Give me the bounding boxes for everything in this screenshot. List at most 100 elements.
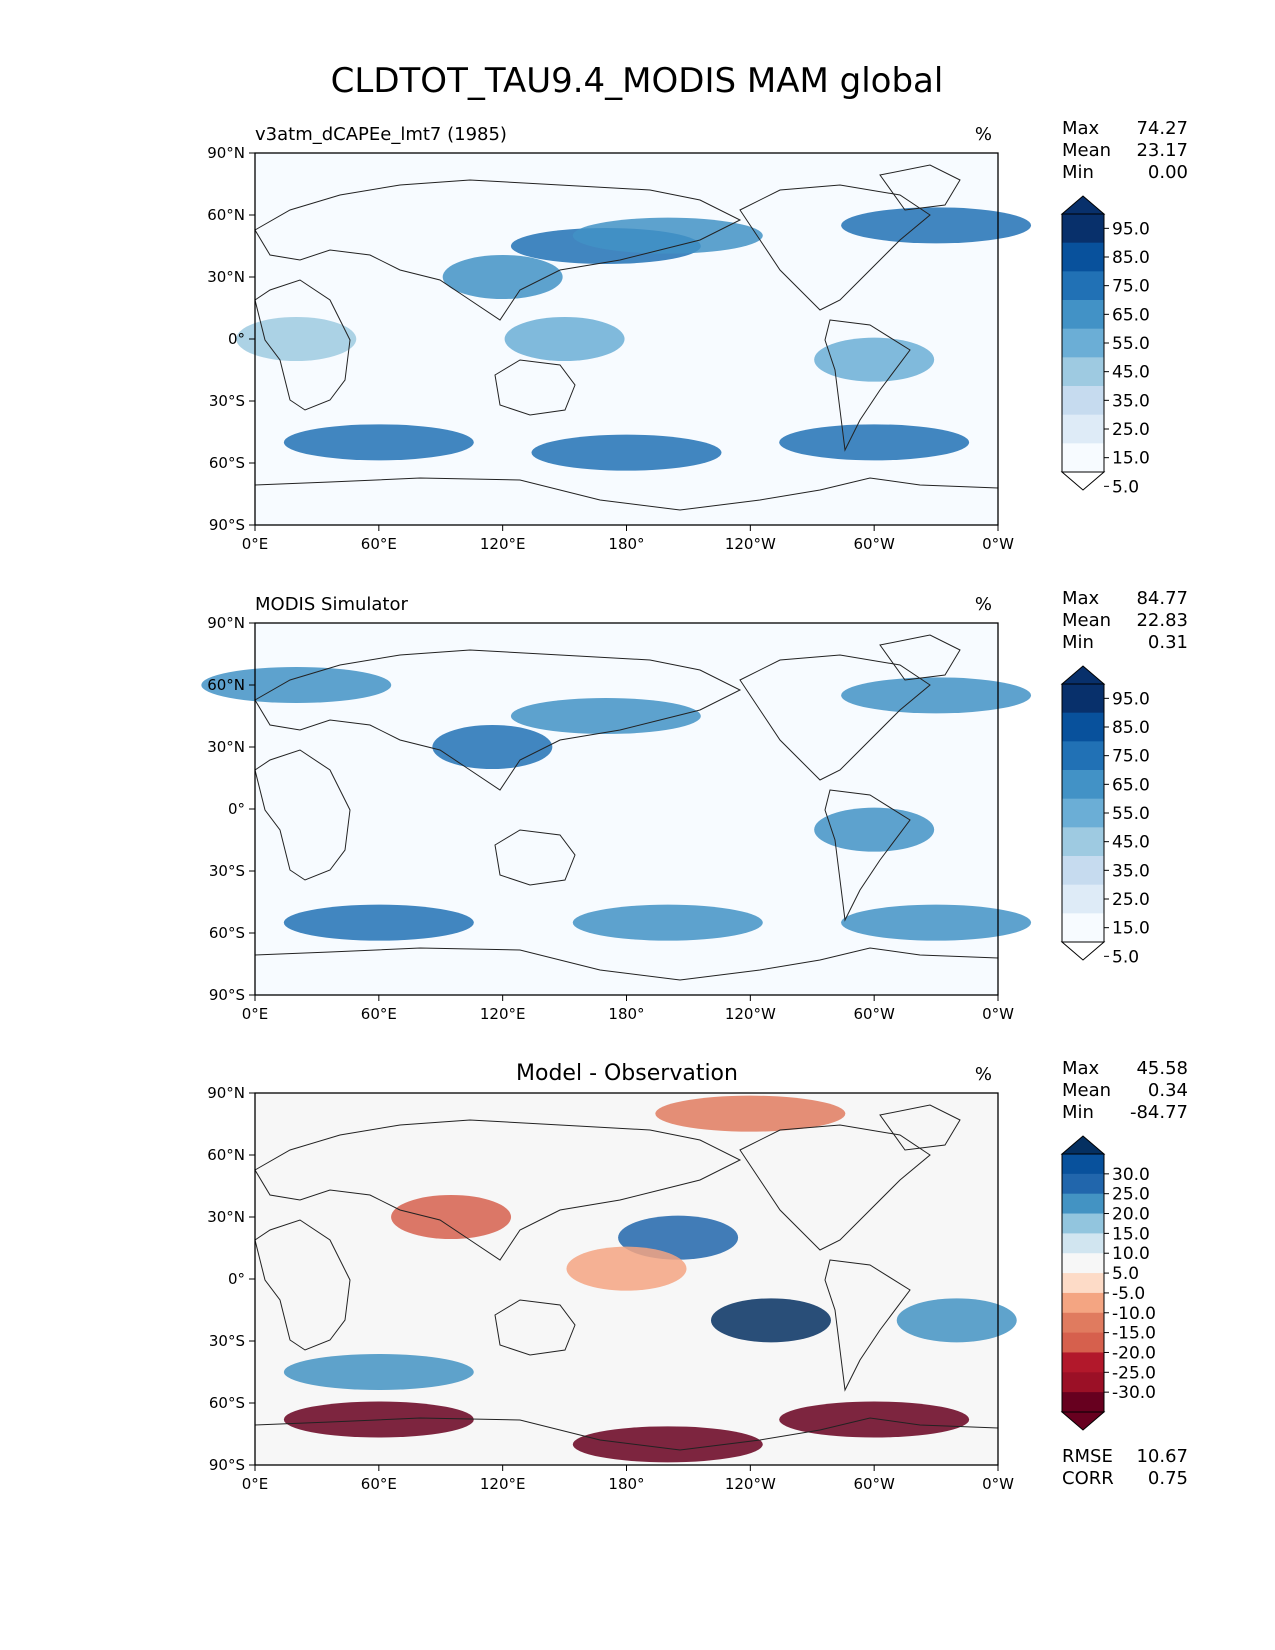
north-america-coastline (739, 184, 931, 311)
colorbar-tick-label: 10.0 (1112, 1244, 1150, 1264)
units-label: % (975, 124, 992, 145)
australia-coastline (494, 829, 576, 886)
y-tick-label: 60°S (209, 1394, 245, 1412)
colorbar-tick-label: -20.0 (1112, 1343, 1156, 1363)
colorbar-tick-label: -30.0 (1112, 1383, 1156, 1403)
x-tick-label: 0°E (242, 1475, 269, 1493)
colorbar-segment (1062, 1312, 1104, 1334)
stat-label: Max (1062, 588, 1100, 609)
field-feature (504, 317, 625, 361)
colorbar: 95.0 85.0 75.0 65.0 55.0 45.0 35.0 25.0 15.0 5.0 (1060, 665, 1150, 967)
colorbar-segment (1062, 1253, 1104, 1274)
y-tick-label: 30°S (209, 1332, 245, 1350)
colorbar-extend-bottom (1060, 941, 1106, 961)
figure-title: CLDTOT_TAU9.4_MODIS MAM global (331, 61, 944, 101)
greenland-coastline (879, 164, 961, 211)
colorbar-segment (1062, 1352, 1104, 1373)
y-tick-label: 30°N (207, 1208, 245, 1226)
colorbar-segment (1062, 1292, 1104, 1314)
stat-value: 0.75 (1148, 1468, 1188, 1489)
y-tick-label: 90°S (209, 1456, 245, 1474)
x-tick-label: 60°W (853, 1005, 895, 1023)
colorbar-segment (1062, 1173, 1104, 1195)
colorbar-tick-label: 45.0 (1112, 363, 1150, 383)
colorbar-segment (1062, 798, 1104, 828)
x-tick-label: 120°E (480, 535, 526, 553)
colorbar-extend-bottom (1060, 471, 1106, 491)
stat-label: Min (1062, 162, 1094, 183)
south-america-coastline (824, 789, 911, 922)
y-tick-label: 60°N (207, 1146, 245, 1164)
y-tick-label: 60°N (207, 206, 245, 224)
y-tick-label: 90°N (207, 144, 245, 162)
x-tick-label: 0°W (982, 1475, 1014, 1493)
stat-label: Max (1062, 118, 1100, 139)
colorbar-segment (1062, 300, 1104, 330)
field-feature (572, 1426, 763, 1463)
y-tick-label: 30°S (209, 862, 245, 880)
x-tick-label: 180° (608, 535, 644, 553)
field-feature (432, 725, 553, 769)
field-feature (201, 667, 392, 703)
x-tick-label: 60°E (361, 535, 397, 553)
colorbar-segment (1062, 741, 1104, 771)
field-feature (442, 255, 563, 299)
colorbar-segment (1062, 1154, 1104, 1175)
colorbar-segment (1062, 1233, 1104, 1254)
colorbar-tick-label: 55.0 (1112, 804, 1150, 824)
colorbar-segment (1062, 712, 1104, 742)
greenland-coastline (879, 1104, 961, 1151)
colorbar-tick-label: 95.0 (1112, 689, 1150, 709)
y-tick-label: 60°S (209, 454, 245, 472)
y-tick-label: 0° (228, 330, 245, 348)
x-tick-label: 60°E (361, 1005, 397, 1023)
north-america-coastline (739, 1124, 931, 1251)
eurasia-coastline (254, 1119, 742, 1261)
x-tick-label: 60°W (853, 535, 895, 553)
colorbar-segment (1062, 770, 1104, 800)
map-area: 90°N 60°N 30°N 0° 30°S 60°S 90°S 0°E 60°E 120°E 1… (207, 144, 1032, 553)
antarctica-coastline (254, 947, 999, 981)
field-feature (814, 807, 935, 852)
africa-coastline (254, 279, 351, 411)
colorbar-segment (1062, 884, 1104, 914)
antarctica-coastline (254, 1417, 999, 1451)
colorbar-segment (1062, 1193, 1104, 1215)
colorbar-tick-label: -10.0 (1112, 1304, 1156, 1324)
panel-test: v3atm_dCAPEe_lmt7 (1985) % 90°N 60°N 30°N 0… (207, 118, 1188, 553)
colorbar-tick-label: 5.0 (1112, 1264, 1139, 1284)
stat-label: Min (1062, 1102, 1094, 1123)
colorbar-tick-label: 65.0 (1112, 775, 1150, 795)
colorbar-tick-label: 25.0 (1112, 890, 1150, 910)
extra-stats-block: RMSE 10.67 CORR 0.75 (1062, 1446, 1188, 1489)
colorbar-tick-label: 5.0 (1112, 947, 1139, 967)
cloud-fields (201, 667, 1032, 941)
y-axis: 90°N 60°N 30°N 0° 30°S 60°S 90°S (207, 144, 255, 534)
field-feature (655, 1095, 846, 1132)
south-america-coastline (824, 1259, 911, 1392)
field-feature (566, 1246, 687, 1291)
colorbar: 30.025.020.015.010.05.0-5.0-10.0-15.0-20… (1060, 1135, 1156, 1431)
stat-value: 74.27 (1136, 118, 1188, 139)
colorbar-tick-label: 5.0 (1112, 477, 1139, 497)
colorbar-tick-label: 25.0 (1112, 1185, 1150, 1205)
colorbar-segment (1062, 1372, 1104, 1393)
colorbar-segment (1062, 827, 1104, 857)
field-feature (510, 698, 701, 734)
colorbar-segment (1062, 856, 1104, 886)
colorbar-tick-label: 85.0 (1112, 248, 1150, 268)
stats-block: Max 84.77 Mean 22.83 Min 0.31 (1062, 588, 1188, 653)
x-tick-label: 120°E (480, 1005, 526, 1023)
y-tick-label: 30°N (207, 738, 245, 756)
x-tick-label: 60°W (853, 1475, 895, 1493)
x-tick-label: 60°E (361, 1475, 397, 1493)
stat-value: 0.31 (1148, 632, 1188, 653)
australia-coastline (494, 359, 576, 416)
panel-difference: Model - Observation % 90°N 60°N 30°N 0° 30°S… (207, 1058, 1188, 1493)
x-axis: 0°E 60°E 120°E 180° 120°W 60°W 0°W (242, 525, 1014, 553)
colorbar-tick-label: 75.0 (1112, 277, 1150, 297)
stat-label: Min (1062, 632, 1094, 653)
stats-block: Max 45.58 Mean 0.34 Min -84.77 (1062, 1058, 1188, 1123)
panel-reference: MODIS Simulator % 90°N 60°N 30°N 0° 30°S 60°S… (201, 588, 1188, 1023)
